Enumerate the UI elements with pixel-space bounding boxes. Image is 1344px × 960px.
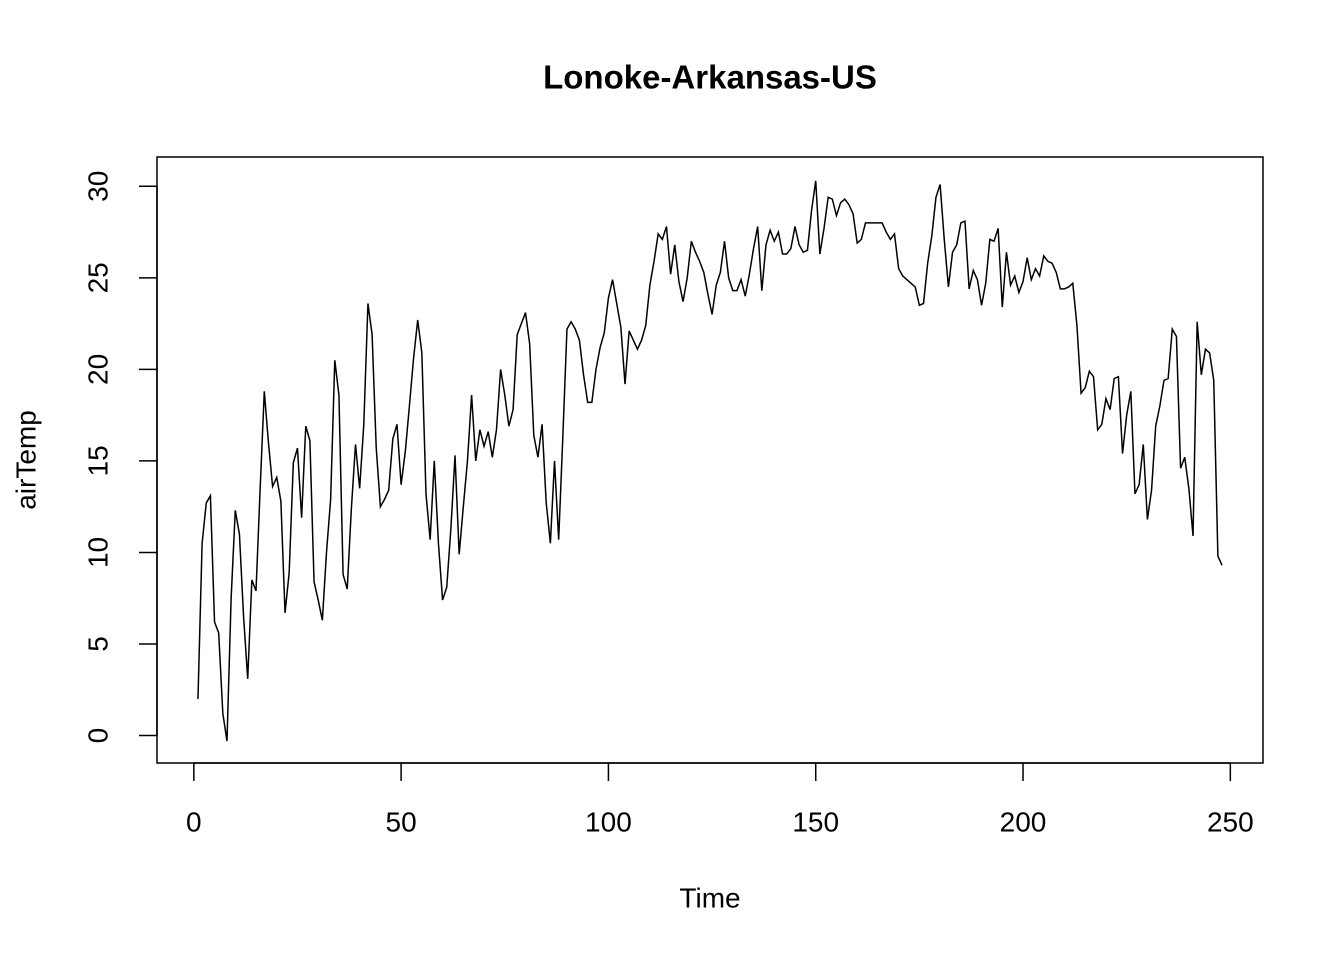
- x-tick-label: 100: [585, 806, 632, 837]
- data-line: [197, 180, 1223, 742]
- y-axis-label: airTemp: [10, 410, 41, 510]
- y-tick-label: 5: [82, 636, 113, 652]
- y-tick-label: 0: [82, 728, 113, 744]
- y-tick-label: 25: [82, 262, 113, 293]
- x-axis-label: Time: [679, 882, 740, 913]
- chart-title: Lonoke-Arkansas-US: [543, 59, 877, 96]
- x-tick-label: 250: [1207, 806, 1254, 837]
- y-tick-label: 30: [82, 171, 113, 202]
- x-tick-label: 0: [186, 806, 202, 837]
- x-tick-label: 50: [386, 806, 417, 837]
- plot-box: [156, 156, 1264, 764]
- y-tick-label: 20: [82, 354, 113, 385]
- y-tick-label: 15: [82, 445, 113, 476]
- x-tick-label: 150: [792, 806, 839, 837]
- y-tick-label: 10: [82, 537, 113, 568]
- x-tick-label: 200: [1000, 806, 1047, 837]
